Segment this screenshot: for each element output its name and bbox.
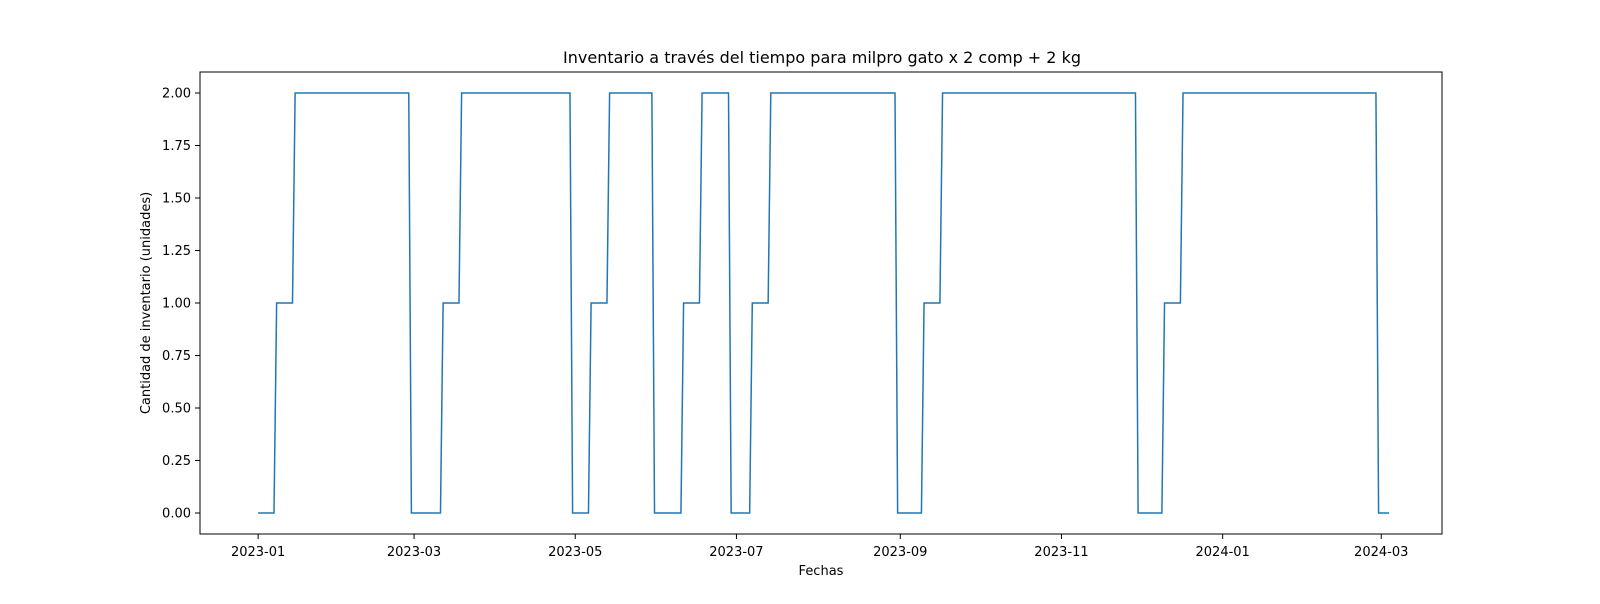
x-axis-label: Fechas (799, 564, 844, 579)
y-axis: 0.00 0.25 0.50 0.75 1.00 1.25 1.50 1.75 2.00 (162, 87, 200, 522)
plot-area: 0.00 0.25 0.50 0.75 1.00 1.25 1.50 1.75 2.00 202… (162, 71, 1443, 560)
y-tick-label: 0.00 (162, 507, 191, 522)
plot-frame (199, 71, 1443, 535)
y-tick-label: 0.75 (162, 349, 191, 364)
x-axis: 2023-01 2023-03 2023-05 2023-07 2023-09 2023-… (231, 534, 1408, 560)
y-tick-label: 1.75 (162, 139, 191, 154)
x-tick-label: 2023-11 (1034, 545, 1088, 560)
x-tick-label: 2024-03 (1354, 545, 1408, 560)
x-tick-label: 2023-05 (548, 545, 602, 560)
x-tick-label: 2023-01 (231, 545, 285, 560)
x-tick-label: 2023-07 (709, 545, 763, 560)
y-tick-label: 0.25 (162, 454, 191, 469)
inventory-series-line (258, 92, 1390, 514)
y-tick-label: 1.00 (162, 297, 191, 312)
y-tick-label: 2.00 (162, 87, 191, 102)
x-tick-label: 2023-09 (873, 545, 927, 560)
chart-title: Inventario a través del tiempo para milp… (563, 48, 1081, 67)
y-tick-label: 0.50 (162, 402, 191, 417)
y-axis-label: Cantidad de inventario (unidades) (139, 192, 154, 414)
x-tick-label: 2023-03 (387, 545, 441, 560)
x-tick-label: 2024-01 (1196, 545, 1250, 560)
y-tick-label: 1.25 (162, 244, 191, 259)
y-tick-label: 1.50 (162, 192, 191, 207)
